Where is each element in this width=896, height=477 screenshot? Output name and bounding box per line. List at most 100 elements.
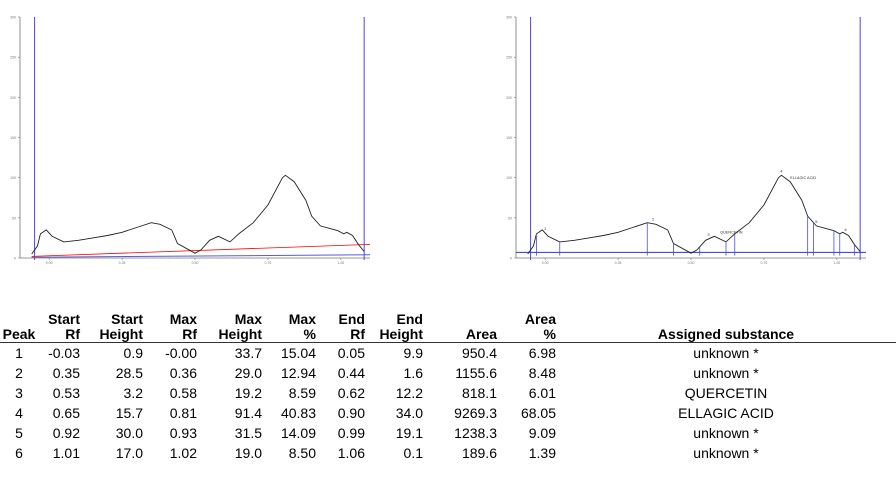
table-cell: 0.1 xyxy=(403,444,423,461)
table-cell: unknown * xyxy=(693,424,759,441)
table-cell: 9.09 xyxy=(528,424,556,441)
column-header-line-2: Area xyxy=(465,325,497,342)
column-header-line-1 xyxy=(556,312,896,327)
table-cell: 0.92 xyxy=(52,424,80,441)
column-header: End Rf xyxy=(316,306,365,342)
table-cell: 0.05 xyxy=(337,344,365,361)
table-cell: 6 xyxy=(15,444,23,461)
table-cell: 0.35 xyxy=(52,364,80,381)
y-tick-label: 150 xyxy=(506,136,512,140)
column-header-line-1 xyxy=(0,312,38,327)
table-cell: 1.39 xyxy=(528,444,556,461)
peak-table-body: 1 -0.03 0.9 -0.00 33.7 15.04 0.05 9.9 950.4 6.98 u… xyxy=(0,342,896,463)
table-cell: 19.1 xyxy=(395,424,423,441)
y-tick-label: 50 xyxy=(12,216,16,220)
table-cell: 2 xyxy=(15,364,23,381)
column-header: Start Rf xyxy=(38,306,80,342)
column-header: Max Height xyxy=(197,306,262,342)
table-cell: 0.99 xyxy=(337,424,365,441)
table-cell: 0.62 xyxy=(337,384,365,401)
table-cell: 29.0 xyxy=(234,364,262,381)
x-tick-label: 1.00 xyxy=(337,261,344,265)
table-row: 4 0.65 15.7 0.81 91.4 40.83 0.90 34.0 9269.3 68.0… xyxy=(0,403,896,423)
table-cell: 12.2 xyxy=(395,384,423,401)
table-cell: 3.2 xyxy=(123,384,143,401)
y-tick-label: 100 xyxy=(10,176,16,180)
table-row: 2 0.35 28.5 0.36 29.0 12.94 0.44 1.6 1155.6 8.48 u… xyxy=(0,363,896,383)
densitogram-trace xyxy=(527,174,861,255)
table-row: 6 1.01 17.0 1.02 19.0 8.50 1.06 0.1 189.6 1.39 unk… xyxy=(0,443,896,463)
y-tick-label: 250 xyxy=(506,56,512,60)
table-cell: 6.01 xyxy=(528,384,556,401)
table-cell: QUERCETIN xyxy=(684,384,768,401)
x-tick-label: 1.00 xyxy=(833,261,840,265)
table-cell: 0.53 xyxy=(52,384,80,401)
table-cell: 0.36 xyxy=(169,364,197,381)
table-cell: 34.0 xyxy=(395,404,423,421)
column-header: Area% xyxy=(497,306,556,342)
table-cell: 68.05 xyxy=(520,404,556,421)
table-cell: 14.09 xyxy=(280,424,316,441)
y-tick-label: 100 xyxy=(506,176,512,180)
table-cell: 1.06 xyxy=(337,444,365,461)
peak-annotation-label: QUERCETIN xyxy=(720,231,743,235)
table-cell: 15.04 xyxy=(280,344,316,361)
table-cell: 1 xyxy=(15,344,23,361)
y-tick-label: 150 xyxy=(10,136,16,140)
column-header-line-2: Height xyxy=(218,325,262,342)
table-cell: 1.01 xyxy=(52,444,80,461)
table-cell: 8.59 xyxy=(288,384,316,401)
table-cell: 0.58 xyxy=(169,384,197,401)
table-cell: 17.0 xyxy=(115,444,143,461)
x-tick-label: 0.00 xyxy=(46,261,53,265)
table-cell: 6.98 xyxy=(528,344,556,361)
table-cell: 28.5 xyxy=(115,364,143,381)
column-header: End Height xyxy=(365,306,423,342)
peak-table-header: Peak Start Rf Start Height Max Rf Max Height Max%… xyxy=(0,306,896,342)
x-tick-label: 0.25 xyxy=(119,261,126,265)
y-tick-label: 300 xyxy=(10,16,16,20)
peak-marker-label: 4 xyxy=(780,168,783,173)
x-tick-label: 0.75 xyxy=(265,261,272,265)
column-header-line-2: Height xyxy=(379,325,423,342)
table-cell: ELLAGIC ACID xyxy=(678,404,774,421)
densitogram-chart-right: 0501001502002503000.000.250.500.751.001.… xyxy=(506,16,866,265)
y-tick-label: 200 xyxy=(10,96,16,100)
column-header-line-2: Rf xyxy=(65,325,80,342)
table-cell: 1.6 xyxy=(403,364,423,381)
table-cell: 3 xyxy=(15,384,23,401)
y-tick-label: 250 xyxy=(10,56,16,60)
peak-table: Peak Start Rf Start Height Max Rf Max Height Max%… xyxy=(0,306,896,463)
table-cell: 950.4 xyxy=(461,344,497,361)
table-cell: 8.50 xyxy=(288,444,316,461)
table-cell: 40.83 xyxy=(280,404,316,421)
table-cell: 5 xyxy=(15,424,23,441)
column-header: Start Height xyxy=(80,306,143,342)
column-header: Assigned substance xyxy=(556,306,896,342)
x-tick-label: 0.00 xyxy=(542,261,549,265)
table-row: 3 0.53 3.2 0.58 19.2 8.59 0.62 12.2 818.1 6.01 QUE… xyxy=(0,383,896,403)
peak-marker-label: 5 xyxy=(815,219,818,224)
y-tick-label: 200 xyxy=(506,96,512,100)
table-cell: unknown * xyxy=(693,444,759,461)
column-header-line-1 xyxy=(423,312,497,327)
table-cell: 0.65 xyxy=(52,404,80,421)
column-header-line-1: Max xyxy=(169,310,197,327)
x-tick-label: 0.50 xyxy=(688,261,695,265)
y-tick-label: 50 xyxy=(508,216,512,220)
table-cell: 0.81 xyxy=(169,404,197,421)
table-cell: 1238.3 xyxy=(454,424,497,441)
table-cell: 31.5 xyxy=(234,424,262,441)
densitogram-trace xyxy=(31,174,365,255)
peak-marker-label: 1 xyxy=(544,226,547,231)
column-header-line-1: End xyxy=(396,310,423,327)
x-tick-label: 0.50 xyxy=(192,261,199,265)
column-header: Max% xyxy=(262,306,316,342)
column-header-line-1: Area xyxy=(524,310,556,327)
x-tick-label: 0.75 xyxy=(761,261,768,265)
table-cell: 19.0 xyxy=(234,444,262,461)
table-cell: 818.1 xyxy=(461,384,497,401)
table-cell: 0.93 xyxy=(169,424,197,441)
column-header-line-2: Assigned substance xyxy=(657,325,795,342)
y-tick-label: 0 xyxy=(14,257,16,261)
